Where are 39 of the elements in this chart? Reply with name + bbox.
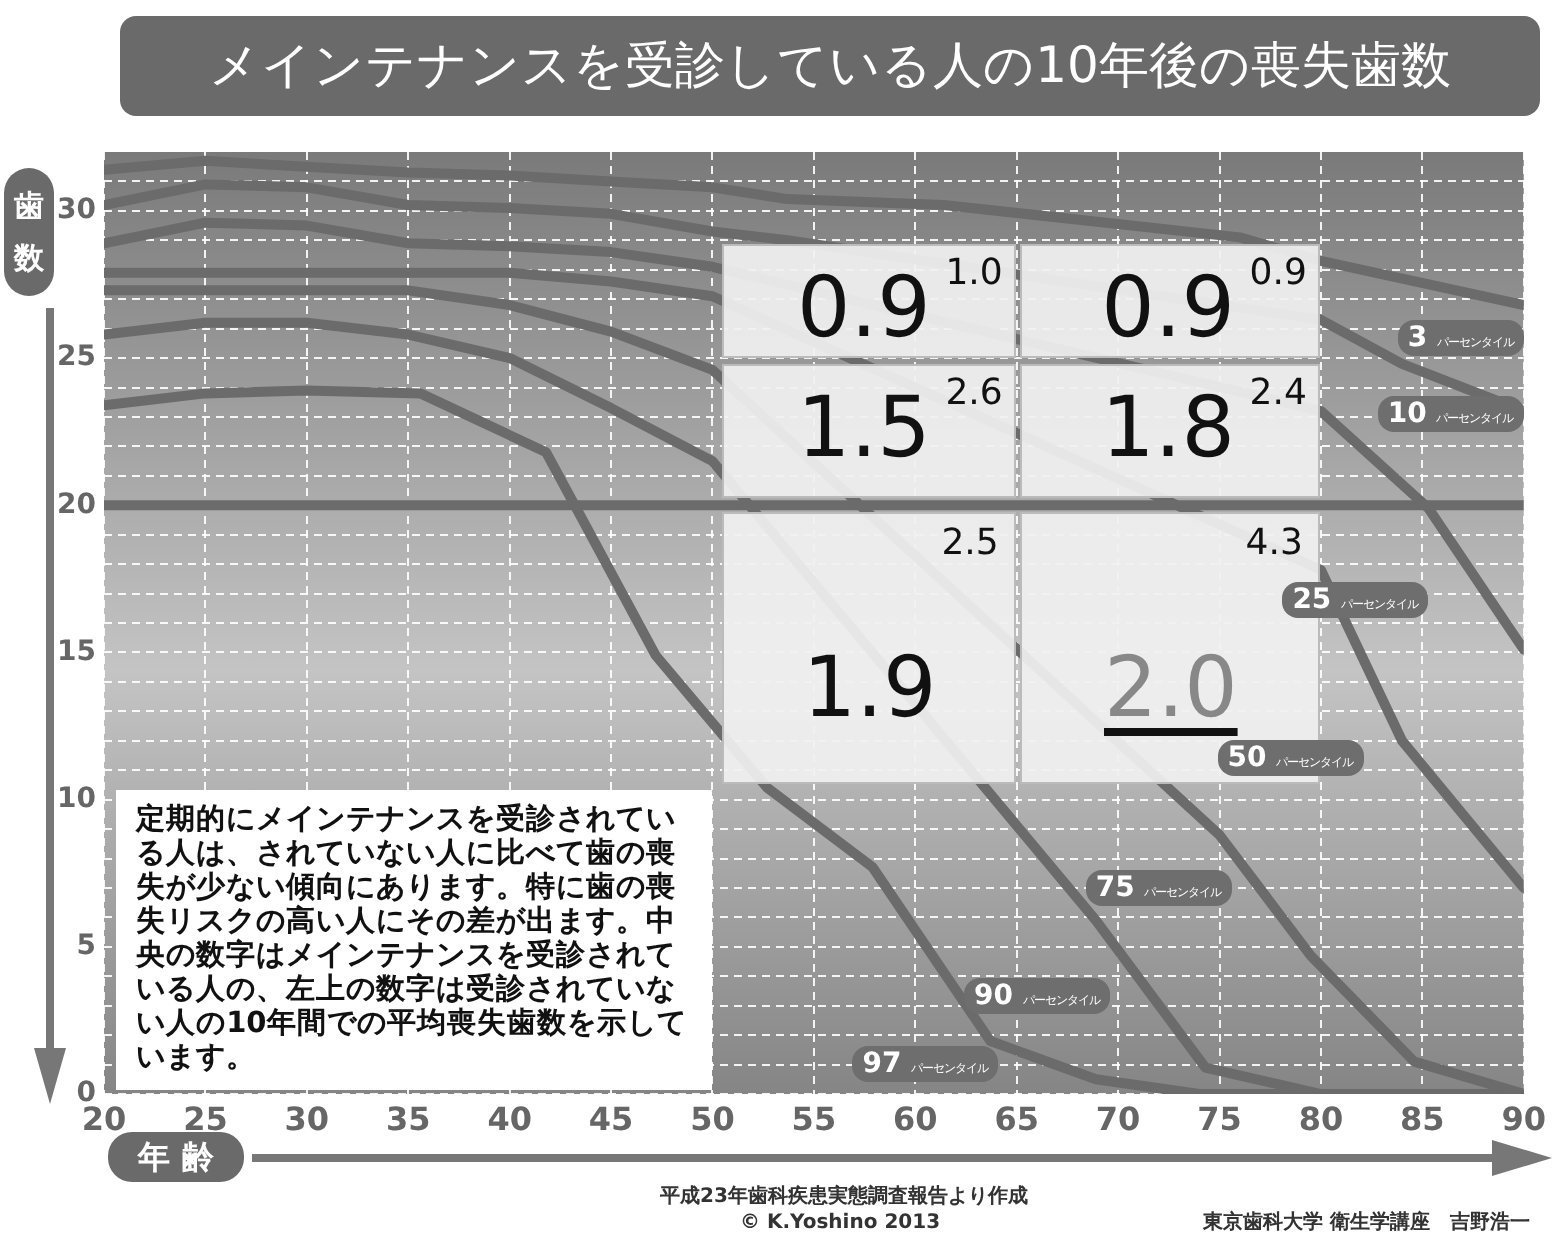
annotation: 0.9 — [1099, 257, 1235, 356]
y-tick-label: 15 — [57, 635, 96, 668]
x-tick-label: 70 — [1095, 1099, 1141, 1138]
text: 平成23年歯科疾患実態調査報告より作成 — [660, 1182, 1028, 1210]
annotation: 2.6 — [945, 371, 1003, 414]
y-tick-label: 10 — [57, 782, 97, 815]
x-tick-label: 55 — [791, 1099, 837, 1138]
annotation: 2.4 — [1249, 371, 1307, 414]
annotation: 0.9 — [795, 257, 931, 356]
annotation: 定期的にメインテナンスを受診されている人は、されていない人に比べて歯の喪失が少ない傾向にあります。特に歯の喪失リスクの高い人にその差が出ます。中央の数字はメインテナンスを受診されている人の、左上の数字は受診されていない人の10年間での平均喪失歯数を示しています。 — [116, 790, 713, 1091]
y-axis-title: 歯数 — [4, 168, 54, 296]
x-tick-label: 40 — [487, 1099, 532, 1138]
chart-title: メインテナンスを受診している人の10年後の喪失歯数 — [120, 16, 1540, 116]
annotation: 4.3 — [1245, 522, 1303, 565]
y-tick-label: 20 — [57, 488, 97, 521]
annotation: 2.5 — [941, 522, 999, 565]
x-tick-label: 50 — [690, 1099, 735, 1138]
annotation: 1.8 — [1099, 377, 1235, 476]
x-tick-label: 65 — [994, 1099, 1039, 1138]
y-tick-label: 5 — [76, 930, 96, 963]
x-tick-label: 35 — [385, 1099, 431, 1138]
y-tick-label: 30 — [57, 194, 97, 227]
y-tick-label: 25 — [57, 341, 96, 374]
x-axis-title: 年齢 — [138, 1138, 226, 1176]
x-tick-label: 45 — [588, 1099, 634, 1138]
annotation: 1.5 — [795, 377, 931, 476]
x-tick-label: 85 — [1400, 1099, 1445, 1138]
x-tick-label: 80 — [1298, 1099, 1344, 1138]
annotation: 1.9 — [800, 638, 939, 737]
x-tick-label: 30 — [284, 1099, 330, 1138]
text: © K.Yoshino 2013 — [740, 1212, 941, 1234]
text: 東京歯科大学 衛生学講座 吉野浩一 — [1203, 1208, 1530, 1236]
x-tick-label: 90 — [1501, 1099, 1546, 1138]
annotation: 1.0 — [945, 251, 1003, 294]
x-tick-label: 60 — [893, 1099, 938, 1138]
x-tick-label: 25 — [183, 1099, 228, 1138]
annotation: 0.9 — [1249, 251, 1307, 294]
annotation: 2.0 — [1102, 638, 1240, 737]
x-tick-label: 75 — [1197, 1099, 1242, 1138]
